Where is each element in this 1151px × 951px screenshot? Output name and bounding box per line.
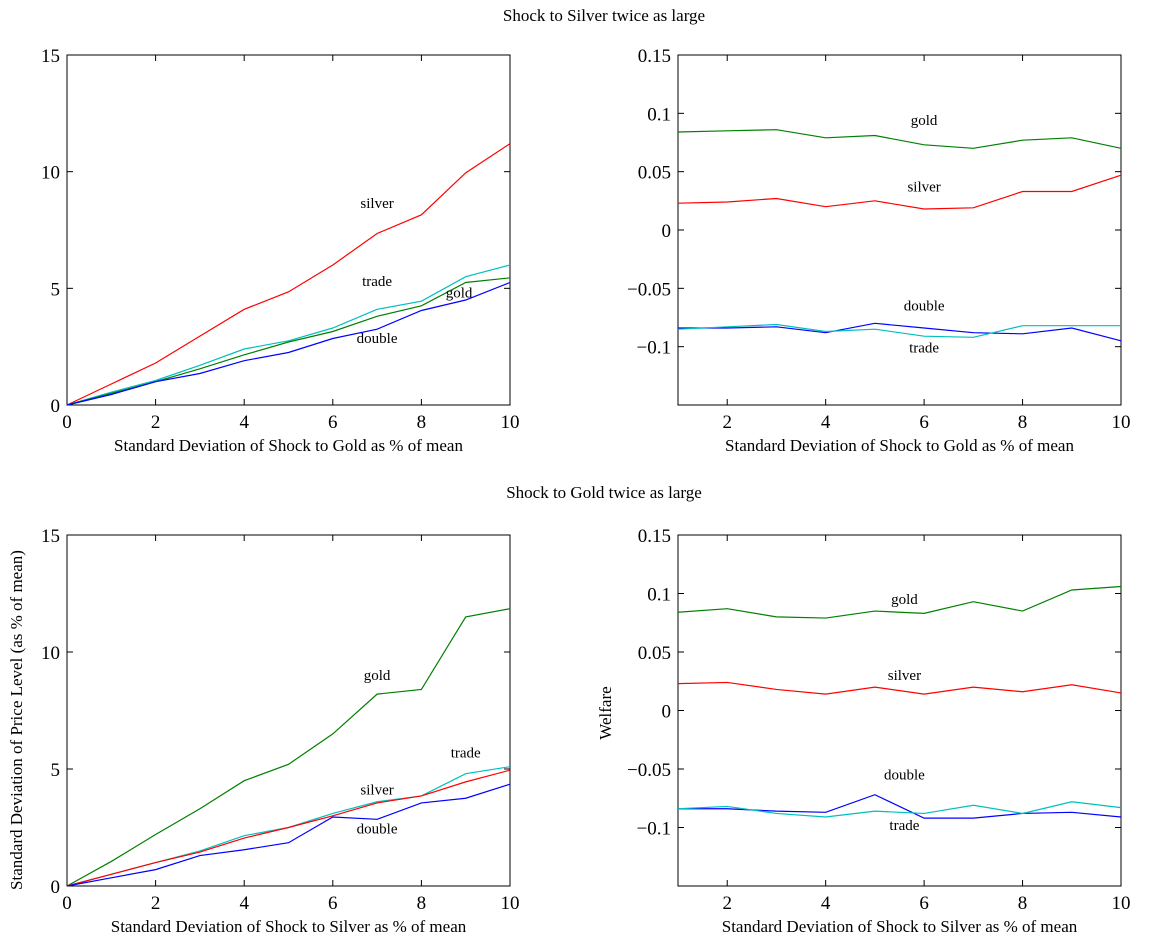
x-tick-label: 10 [1112, 893, 1131, 914]
x-tick-label: 8 [417, 412, 427, 433]
x-axis-label: Standard Deviation of Shock to Gold as %… [725, 436, 1074, 455]
y-tick-label: −0.1 [637, 819, 671, 840]
series-label-double: double [884, 768, 925, 784]
series-label-gold: gold [446, 286, 473, 302]
y-tick-label: 5 [51, 279, 61, 300]
top-section-title: Shock to Silver twice as large [503, 6, 705, 25]
series-label-gold: gold [911, 113, 938, 129]
y-tick-label: 5 [51, 760, 61, 781]
x-tick-label: 2 [151, 412, 161, 433]
chart-top-left: 0 2 4 6 8 10 0 5 10 15 Standard Deviation of Shock… [41, 46, 520, 455]
x-axis-label: Standard Deviation of Shock to Gold as %… [114, 436, 463, 455]
x-axis-label: Standard Deviation of Shock to Silver as… [722, 917, 1078, 936]
y-tick-label: −0.05 [627, 760, 671, 781]
plot-frame [66, 54, 511, 406]
y-tick-label: 0 [51, 877, 61, 898]
x-tick-label: 2 [722, 893, 732, 914]
series-line-trade [677, 801, 1122, 818]
series-line-gold [677, 585, 1122, 619]
x-tick-label: 2 [151, 893, 161, 914]
plot-frame [677, 54, 1122, 406]
bottom-section-title: Shock to Gold twice as large [506, 483, 702, 502]
series-line-gold [677, 129, 1122, 149]
y-tick-label: 0.15 [638, 526, 671, 547]
x-tick-label: 2 [722, 412, 732, 433]
x-tick-label: 6 [328, 412, 338, 433]
x-tick-label: 4 [821, 893, 831, 914]
series-label-trade: trade [909, 341, 939, 357]
x-tick-label: 10 [1112, 412, 1131, 433]
y-tick-label: 0.05 [638, 643, 671, 664]
y-tick-label: 0 [662, 702, 672, 723]
y-tick-label: 0.1 [647, 104, 671, 125]
y-tick-label: 0.05 [638, 163, 671, 184]
series-label-gold: gold [891, 592, 918, 608]
left-side-ylabel: Standard Deviation of Price Level (as % … [7, 550, 26, 890]
series-label-silver: silver [360, 196, 393, 212]
x-tick-label: 4 [239, 893, 249, 914]
series-label-silver: silver [360, 783, 393, 799]
chart-bottom-right: 2 4 6 8 10 −0.1 −0.05 0 0.05 0.1 0.15 Standard Devi… [627, 526, 1130, 936]
x-axis-label: Standard Deviation of Shock to Silver as… [111, 917, 467, 936]
series-line-silver [66, 769, 511, 887]
series-label-silver: silver [907, 180, 940, 196]
x-tick-label: 8 [1018, 893, 1028, 914]
series-line-silver [677, 174, 1122, 210]
x-tick-label: 0 [62, 893, 72, 914]
y-tick-label: 15 [41, 46, 60, 67]
x-tick-label: 8 [417, 893, 427, 914]
series-label-double: double [904, 299, 945, 315]
y-tick-label: 15 [41, 526, 60, 547]
y-tick-label: −0.1 [637, 338, 671, 359]
series-line-silver [677, 681, 1122, 695]
right-side-ylabel: Welfare [596, 686, 615, 739]
series-label-double: double [357, 331, 398, 347]
y-tick-label: 0 [662, 221, 672, 242]
series-label-double: double [357, 821, 398, 837]
series-line-gold [66, 608, 511, 887]
x-tick-label: 0 [62, 412, 72, 433]
chart-top-right: 2 4 6 8 10 −0.1 −0.05 0 0.05 0.1 0.15 Standard Devi… [627, 46, 1130, 455]
series-line-double [66, 783, 511, 887]
x-tick-label: 4 [821, 412, 831, 433]
series-line-trade [66, 264, 511, 406]
x-tick-label: 6 [919, 893, 929, 914]
y-tick-label: 0 [51, 396, 61, 417]
y-tick-label: 10 [41, 643, 60, 664]
x-tick-label: 4 [239, 412, 249, 433]
series-line-double [678, 322, 1122, 342]
series-label-trade: trade [889, 818, 919, 834]
x-tick-label: 8 [1018, 412, 1028, 433]
x-tick-label: 10 [501, 412, 520, 433]
y-tick-label: 10 [41, 163, 60, 184]
series-label-trade: trade [362, 274, 392, 290]
series-label-trade: trade [451, 745, 481, 761]
series-line-double [66, 281, 511, 406]
y-tick-label: 0.15 [638, 46, 671, 67]
y-tick-label: −0.05 [627, 279, 671, 300]
x-tick-label: 6 [328, 893, 338, 914]
series-label-silver: silver [888, 668, 921, 684]
plot-frame [66, 534, 511, 887]
series-line-trade [677, 323, 1121, 338]
series-label-gold: gold [364, 668, 391, 684]
chart-bottom-left: 0 2 4 6 8 10 0 5 10 15 Standard Deviation of Shock… [41, 526, 520, 936]
x-tick-label: 6 [919, 412, 929, 433]
y-tick-label: 0.1 [647, 585, 671, 606]
x-tick-label: 10 [501, 893, 520, 914]
series-line-silver [66, 143, 511, 406]
